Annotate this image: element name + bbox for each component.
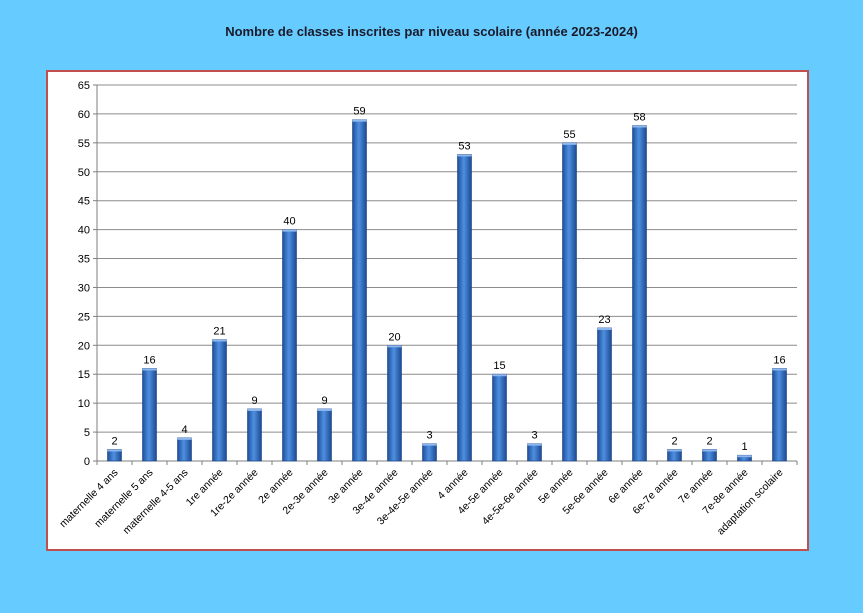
data-label: 4: [181, 424, 187, 436]
bar-cap: [562, 142, 577, 145]
y-tick-label: 55: [78, 138, 90, 150]
bar: [772, 368, 787, 462]
bar-cap: [352, 119, 367, 122]
category-label: maternelle 4-5 ans: [121, 467, 191, 537]
category-label: 4 année: [435, 467, 470, 502]
bars: [107, 119, 787, 462]
bar-cap: [457, 154, 472, 157]
bar: [387, 345, 402, 462]
bar-cap: [107, 449, 122, 452]
bar-cap: [282, 229, 297, 232]
y-tick-label: 30: [78, 282, 90, 294]
bar-cap: [247, 408, 262, 411]
data-label: 53: [458, 140, 470, 152]
bar: [247, 408, 262, 462]
data-label: 40: [283, 216, 295, 228]
bar: [352, 119, 367, 462]
bar: [492, 373, 507, 462]
data-label: 21: [213, 326, 225, 338]
y-tick-label: 25: [78, 311, 90, 323]
bar-cap: [632, 125, 647, 128]
y-tick-label: 0: [84, 456, 90, 468]
bar-cap: [317, 408, 332, 411]
data-label: 2: [671, 435, 677, 447]
y-tick-label: 35: [78, 254, 90, 266]
bar-cap: [527, 443, 542, 446]
data-label: 3: [426, 430, 432, 442]
data-label: 59: [353, 106, 365, 118]
y-tick-label: 10: [78, 398, 90, 410]
bar: [282, 229, 297, 462]
bar-cap: [667, 449, 682, 452]
bar-cap: [177, 437, 192, 440]
data-label: 58: [633, 111, 645, 123]
bar-cap: [422, 443, 437, 446]
bar-cap: [492, 374, 507, 377]
y-tick-label: 65: [78, 80, 90, 92]
data-label: 23: [598, 314, 610, 326]
data-label: 20: [388, 331, 400, 343]
bar: [317, 408, 332, 462]
bar: [212, 339, 227, 462]
category-label: maternelle 4 ans: [57, 467, 120, 530]
bar-cap: [387, 345, 402, 348]
y-tick-label: 40: [78, 225, 90, 237]
y-tick-label: 60: [78, 109, 90, 121]
bar-cap: [772, 368, 787, 371]
data-label: 1: [741, 441, 747, 453]
bar: [562, 142, 577, 462]
bar-cap: [142, 368, 157, 371]
data-label: 15: [493, 360, 505, 372]
data-label: 2: [706, 435, 712, 447]
data-label: 9: [251, 395, 257, 407]
bar-cap: [212, 339, 227, 342]
labels: 0 5 10 15 20 25 30 35 40 45 50 55 60 65 2 maternelle 4 …: [57, 80, 785, 537]
chart-title: Nombre de classes inscrites par niveau s…: [225, 24, 638, 39]
y-tick-label: 45: [78, 196, 90, 208]
bar-cap: [597, 327, 612, 330]
data-label: 3: [531, 430, 537, 442]
bar: [142, 368, 157, 462]
category-label: adaptation scolaire: [715, 467, 786, 538]
bar: [177, 437, 192, 462]
bar: [597, 327, 612, 462]
bar: [632, 125, 647, 462]
bar-cap: [737, 455, 752, 458]
data-label: 16: [143, 354, 155, 366]
axes: [93, 84, 798, 465]
y-tick-label: 20: [78, 340, 90, 352]
data-label: 2: [111, 435, 117, 447]
y-tick-label: 15: [78, 369, 90, 381]
y-tick-label: 50: [78, 167, 90, 179]
bar: [527, 443, 542, 462]
data-label: 55: [563, 129, 575, 141]
y-tick-label: 5: [84, 427, 90, 439]
grid-lines: [97, 84, 797, 433]
data-label: 16: [773, 354, 785, 366]
data-label: 9: [321, 395, 327, 407]
bar: [457, 154, 472, 462]
bar-cap: [702, 449, 717, 452]
bar: [422, 443, 437, 462]
plot-frame: [46, 70, 809, 551]
